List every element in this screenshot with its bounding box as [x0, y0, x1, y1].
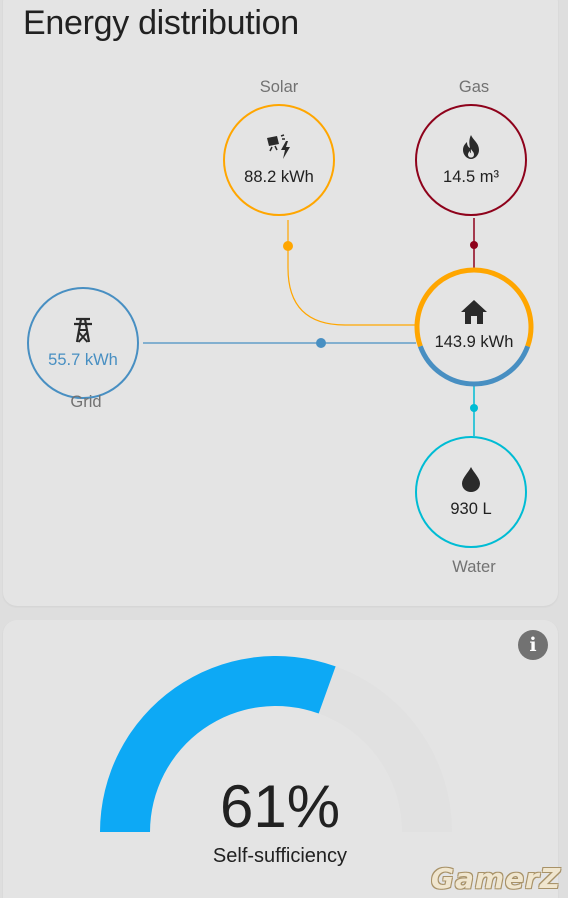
- flow-lines: [143, 218, 534, 436]
- gas-value: 14.5 m³: [443, 168, 499, 186]
- self-sufficiency-label: Self-sufficiency: [212, 845, 348, 867]
- water-node[interactable]: 930 L: [415, 436, 527, 548]
- self-sufficiency-value: 61%: [219, 773, 341, 840]
- water-drop-icon: [462, 467, 480, 492]
- watermark: GamerZ: [431, 862, 562, 895]
- grid-node[interactable]: 55.7 kWh: [27, 287, 139, 399]
- home-value: 143.9 kWh: [434, 333, 514, 351]
- home-ring: [414, 267, 534, 387]
- solar-power-icon: [267, 134, 290, 159]
- solar-to-home-line: [287, 220, 418, 326]
- gauge-fill: [100, 656, 336, 832]
- water-flow-dot: [470, 404, 478, 412]
- fire-icon: [463, 135, 479, 159]
- gas-node[interactable]: 14.5 m³: [415, 104, 527, 216]
- gas-flow-dot: [470, 241, 478, 249]
- grid-value: 55.7 kWh: [48, 351, 118, 369]
- transmission-tower-icon: [74, 317, 92, 343]
- water-value: 930 L: [450, 500, 492, 518]
- solar-node[interactable]: 88.2 kWh: [223, 104, 335, 216]
- grid-flow-dot: [316, 338, 326, 348]
- solar-flow-dot: [283, 241, 293, 251]
- card-title: Energy distribution: [23, 4, 299, 42]
- solar-value: 88.2 kWh: [244, 168, 314, 186]
- solar-label: Solar: [259, 78, 299, 96]
- home-node[interactable]: 143.9 kWh: [418, 271, 530, 383]
- water-label: Water: [452, 558, 496, 576]
- information-icon[interactable]: i: [518, 630, 548, 660]
- gas-label: Gas: [458, 78, 490, 96]
- home-ring-solar-arc: [414, 267, 534, 348]
- grid-label: Grid: [70, 393, 102, 411]
- home-icon: [461, 300, 487, 324]
- home-ring-grid-arc: [418, 345, 530, 387]
